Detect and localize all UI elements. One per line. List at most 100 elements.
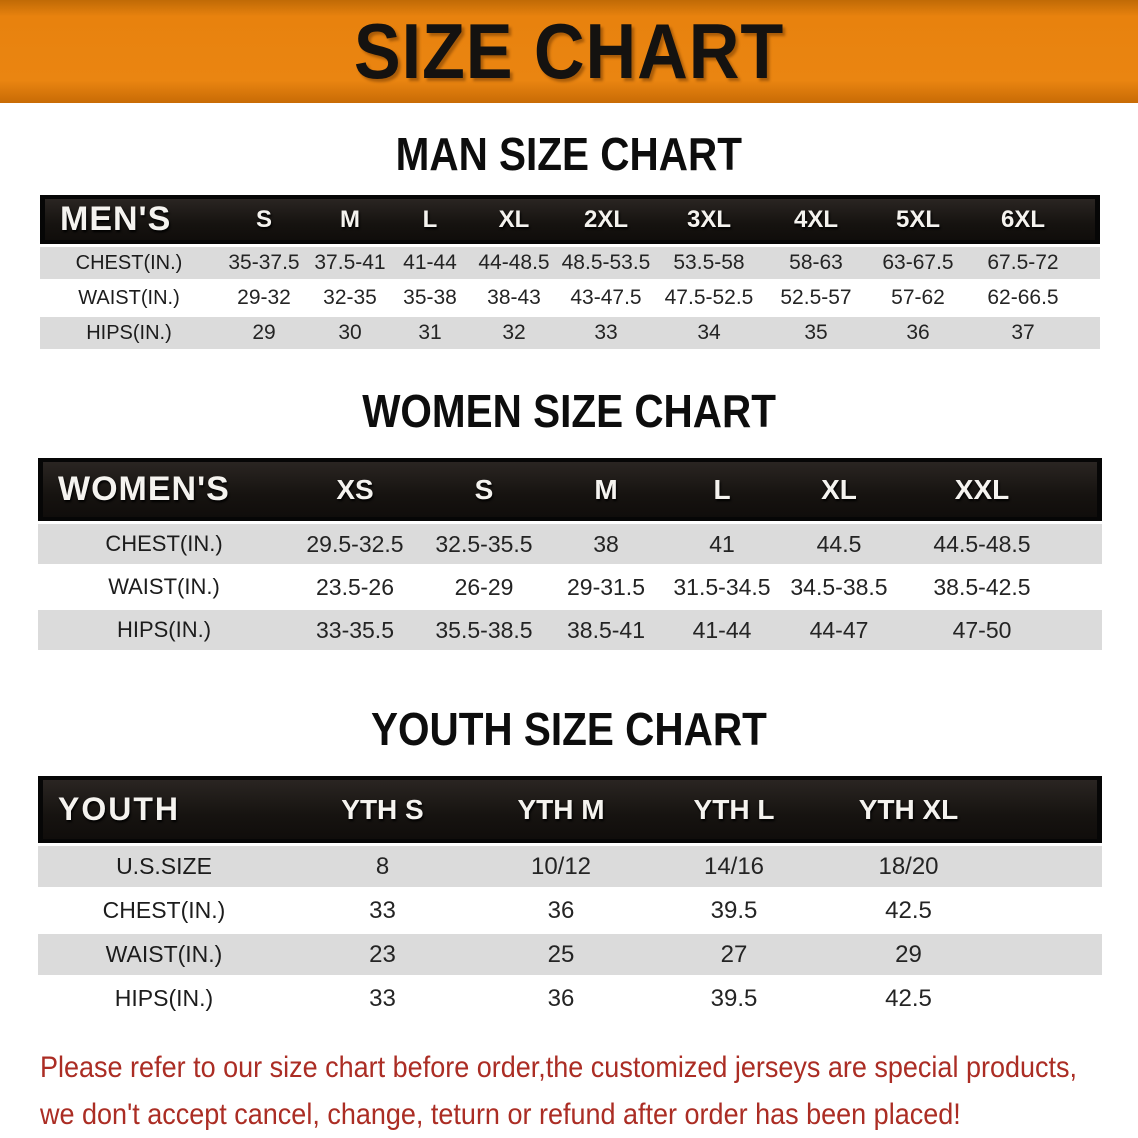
size-value: 36 (868, 314, 968, 349)
row-label: WAIST(IN.) (40, 279, 218, 314)
size-value: 48.5-53.5 (558, 244, 654, 279)
size-value: 42.5 (821, 887, 996, 931)
size-value: 35-38 (390, 279, 470, 314)
row-label: CHEST(IN.) (38, 521, 290, 564)
size-value: 36 (475, 887, 647, 931)
spacer-cell (996, 931, 1102, 975)
column-header: 6XL (968, 195, 1078, 244)
size-value: 43-47.5 (558, 279, 654, 314)
size-value: 14/16 (647, 843, 821, 887)
women-section-heading: WOMEN SIZE CHART (0, 385, 1138, 437)
size-value: 29 (821, 931, 996, 975)
size-value: 42.5 (821, 975, 996, 1019)
row-label: WAIST(IN.) (38, 931, 290, 975)
table-row: WAIST(IN.) 23.5-26 26-29 29-31.5 31.5-34… (38, 564, 1102, 607)
column-header: S (218, 195, 310, 244)
size-value: 38 (548, 521, 664, 564)
row-label: HIPS(IN.) (38, 607, 290, 650)
size-value: 32-35 (310, 279, 390, 314)
size-value: 41 (664, 521, 780, 564)
women-size-table: WOMEN'S XS S M L XL XXL CHEST(IN.) 29.5-… (38, 458, 1102, 650)
size-value: 34.5-38.5 (780, 564, 898, 607)
spacer-cell (1078, 279, 1100, 314)
row-label: HIPS(IN.) (40, 314, 218, 349)
size-value: 53.5-58 (654, 244, 764, 279)
size-value: 63-67.5 (868, 244, 968, 279)
size-value: 18/20 (821, 843, 996, 887)
size-value: 33-35.5 (290, 607, 420, 650)
size-value: 23.5-26 (290, 564, 420, 607)
size-value: 30 (310, 314, 390, 349)
disclaimer-line-1: Please refer to our size chart before or… (40, 1051, 1078, 1084)
size-value: 67.5-72 (968, 244, 1078, 279)
size-value: 38.5-41 (548, 607, 664, 650)
size-value: 35-37.5 (218, 244, 310, 279)
youth-size-table: YOUTH YTH S YTH M YTH L YTH XL U.S.SIZE … (38, 776, 1102, 1019)
table-row: CHEST(IN.) 35-37.5 37.5-41 41-44 44-48.5… (40, 244, 1100, 279)
spacer-cell (1066, 564, 1102, 607)
spacer-cell (1078, 195, 1100, 244)
men-size-table: MEN'S S M L XL 2XL 3XL 4XL 5XL 6XL CHEST… (40, 195, 1100, 349)
size-value: 31.5-34.5 (664, 564, 780, 607)
column-header: L (390, 195, 470, 244)
column-header: M (548, 458, 664, 521)
column-header: 2XL (558, 195, 654, 244)
size-value: 33 (558, 314, 654, 349)
row-label: HIPS(IN.) (38, 975, 290, 1019)
size-value: 44-48.5 (470, 244, 558, 279)
table-row: CHEST(IN.) 29.5-32.5 32.5-35.5 38 41 44.… (38, 521, 1102, 564)
size-value: 37 (968, 314, 1078, 349)
column-header: S (420, 458, 548, 521)
size-value: 36 (475, 975, 647, 1019)
youth-group-label: YOUTH (38, 776, 290, 843)
size-value: 39.5 (647, 975, 821, 1019)
size-value: 29-31.5 (548, 564, 664, 607)
column-header: XL (470, 195, 558, 244)
size-value: 41-44 (664, 607, 780, 650)
column-header: XS (290, 458, 420, 521)
size-value: 52.5-57 (764, 279, 868, 314)
size-value: 8 (290, 843, 475, 887)
row-label: CHEST(IN.) (38, 887, 290, 931)
size-value: 23 (290, 931, 475, 975)
row-label: U.S.SIZE (38, 843, 290, 887)
size-value: 47-50 (898, 607, 1066, 650)
size-value: 34 (654, 314, 764, 349)
column-header: XL (780, 458, 898, 521)
women-section-heading-text: WOMEN SIZE CHART (362, 385, 776, 437)
size-value: 44.5-48.5 (898, 521, 1066, 564)
size-value: 35 (764, 314, 868, 349)
size-value: 26-29 (420, 564, 548, 607)
size-chart-banner: SIZE CHART (0, 0, 1138, 103)
column-header: 4XL (764, 195, 868, 244)
size-value: 58-63 (764, 244, 868, 279)
size-value: 38.5-42.5 (898, 564, 1066, 607)
size-value: 25 (475, 931, 647, 975)
spacer-cell (1078, 244, 1100, 279)
size-value: 37.5-41 (310, 244, 390, 279)
youth-section-heading-text: YOUTH SIZE CHART (371, 703, 767, 755)
column-header: L (664, 458, 780, 521)
spacer-cell (1066, 607, 1102, 650)
table-row: U.S.SIZE 8 10/12 14/16 18/20 (38, 843, 1102, 887)
men-section-heading-text: MAN SIZE CHART (395, 128, 743, 180)
size-value: 29-32 (218, 279, 310, 314)
size-value: 32.5-35.5 (420, 521, 548, 564)
column-header: YTH XL (821, 776, 996, 843)
column-header: YTH L (647, 776, 821, 843)
spacer-cell (996, 975, 1102, 1019)
men-group-label: MEN'S (40, 195, 218, 244)
size-value: 38-43 (470, 279, 558, 314)
spacer-cell (996, 843, 1102, 887)
table-row: HIPS(IN.) 29 30 31 32 33 34 35 36 37 (40, 314, 1100, 349)
size-value: 35.5-38.5 (420, 607, 548, 650)
youth-header-row: YOUTH YTH S YTH M YTH L YTH XL (38, 776, 1102, 843)
size-value: 62-66.5 (968, 279, 1078, 314)
column-header: M (310, 195, 390, 244)
column-header: 3XL (654, 195, 764, 244)
table-row: WAIST(IN.) 23 25 27 29 (38, 931, 1102, 975)
size-value: 27 (647, 931, 821, 975)
table-row: WAIST(IN.) 29-32 32-35 35-38 38-43 43-47… (40, 279, 1100, 314)
row-label: CHEST(IN.) (40, 244, 218, 279)
table-row: CHEST(IN.) 33 36 39.5 42.5 (38, 887, 1102, 931)
